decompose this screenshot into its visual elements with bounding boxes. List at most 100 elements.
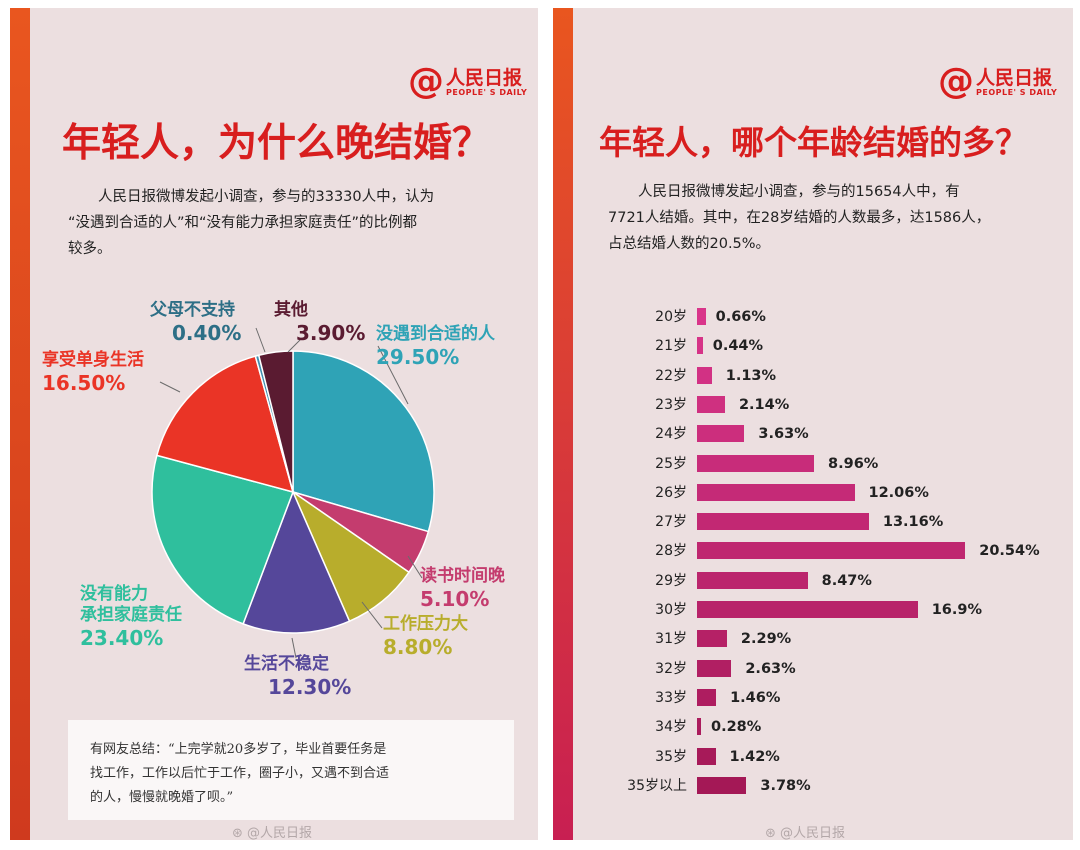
bar-value-label: 3.78% (760, 777, 811, 794)
left-intro-line-1: 人民日报微博发起小调查，参与的33330人中，认为 (98, 189, 435, 205)
logo-name: 人民日报 (976, 66, 1053, 89)
bar-9 (697, 542, 966, 560)
pie-label-value: 23.40% (80, 626, 164, 650)
bar-age-label: 35岁 (655, 748, 687, 765)
pie-label-name: 其他 (274, 300, 308, 320)
pie-label-name: 父母不支持 (150, 300, 235, 320)
bar-value-label: 0.28% (711, 719, 762, 736)
bar-value-label: 8.47% (821, 572, 872, 589)
peoples-daily-logo-right: @ 人民日报 PEOPLE' S DAILY (938, 64, 1057, 100)
bar-value-label: 3.63% (758, 426, 809, 443)
netizen-quote-box: 有网友总结：“上完学就20多岁了，毕业首要任务是 找工作，工作以后忙于工作，圈子… (68, 720, 514, 820)
pie-label-5: 没有能力 承担家庭责任 23.40% (80, 584, 182, 650)
pie-leader-line-8 (287, 339, 301, 353)
logo-name: 人民日报 (446, 66, 523, 89)
pie-label-1: 没遇到合适的人 29.50% (376, 324, 495, 369)
pie-label-name: 工作压力大 (383, 614, 468, 634)
bar-15 (697, 718, 701, 736)
bar-age-label: 24岁 (655, 426, 687, 443)
peoples-daily-logo: @ 人民日报 PEOPLE' S DAILY (408, 64, 527, 100)
left-watermark: ⊛ @人民日报 (232, 826, 313, 840)
bar-age-label: 26岁 (655, 484, 687, 501)
bar-value-label: 20.54% (979, 543, 1040, 560)
logo-english: PEOPLE' S DAILY (976, 87, 1058, 97)
pie-label-8: 其他 3.90% (274, 300, 365, 345)
bar-value-label: 2.29% (740, 631, 792, 648)
pie-label-value: 12.30% (268, 675, 352, 699)
pie-leader-line-1 (377, 345, 409, 405)
right-accent-stripe (553, 8, 573, 840)
bar-value-label: 8.96% (828, 455, 879, 472)
bar-14 (697, 688, 717, 706)
bar-value-label: 12.06% (868, 484, 929, 501)
pie-label-name: 读书时间晚 (420, 566, 505, 586)
bar-17 (697, 776, 747, 794)
left-intro-line-3: 较多。 (68, 241, 112, 257)
bar-age-label: 22岁 (655, 367, 687, 384)
pie-label-value: 5.10% (420, 587, 490, 611)
bar-4 (697, 395, 725, 413)
bar-age-label: 29岁 (655, 572, 687, 589)
pie-label-value: 16.50% (42, 371, 126, 395)
bar-value-label: 1.42% (729, 748, 780, 765)
bar-age-label: 33岁 (655, 689, 687, 706)
pie-label-name: 生活不稳定 (244, 654, 329, 674)
pie-label-value: 3.90% (296, 321, 366, 345)
pie-slice-4 (242, 490, 351, 634)
bar-age-label: 32岁 (655, 660, 687, 677)
left-title: 年轻人，为什么晚结婚？ (62, 121, 492, 166)
pie-label-value: 8.80% (383, 635, 453, 659)
bar-13 (697, 659, 732, 677)
bar-value-label: 2.63% (745, 660, 796, 677)
right-intro-line-2: 7721人结婚。其中，在28岁结婚的人数最多，达1586人， (608, 210, 991, 226)
bar-age-label: 23岁 (655, 396, 687, 413)
bar-age-label: 21岁 (655, 338, 687, 355)
pie-slice-8 (257, 350, 294, 493)
bar-8 (697, 513, 869, 531)
right-intro-line-1: 人民日报微博发起小调查，参与的15654人中，有 (638, 184, 960, 200)
bar-value-label: 13.16% (882, 514, 944, 531)
logo-at-icon: @ (408, 61, 444, 102)
bar-age-label: 28岁 (655, 543, 687, 560)
pie-leader-line-2 (407, 555, 423, 579)
logo-at-icon: @ (938, 61, 974, 102)
right-watermark: ⊛ @人民日报 (765, 826, 846, 840)
quote-line-1: 有网友总结：“上完学就20多岁了，毕业首要任务是 (90, 742, 387, 757)
bar-age-label: 35岁以上 (627, 777, 687, 794)
right-title: 年轻人，哪个年龄结婚的多？ (599, 123, 1028, 162)
bar-16 (697, 747, 716, 765)
right-intro-line-3: 占总结婚人数的20.5%。 (608, 236, 771, 252)
pie-label-4: 生活不稳定 12.30% (244, 654, 351, 699)
bar-value-label: 0.44% (712, 338, 764, 355)
bar-age-label: 31岁 (655, 631, 687, 648)
quote-line-3: 的人，慢慢就晚婚了呗。” (90, 790, 234, 805)
bar-age-label: 27岁 (655, 514, 687, 531)
pie-label-2: 读书时间晚 5.10% (420, 566, 505, 611)
pie-slice-1 (292, 350, 435, 533)
logo-english: PEOPLE' S DAILY (446, 87, 528, 97)
bar-5 (697, 425, 745, 443)
pie-label-3: 工作压力大 8.80% (383, 614, 468, 659)
left-intro: 人民日报微博发起小调查，参与的33330人中，认为 “没遇到合适的人”和“没有能… (68, 184, 528, 262)
right-intro: 人民日报微博发起小调查，参与的15654人中，有 7721人结婚。其中，在28岁… (608, 179, 1058, 257)
pie-leader-line-7 (255, 327, 266, 353)
pie-label-name: 没有能力 (80, 584, 148, 604)
pie-label-6: 享受单身生活 16.50% (42, 350, 144, 395)
bar-7 (697, 483, 855, 501)
pie-slice-6 (155, 355, 295, 494)
left-accent-stripe (10, 8, 30, 840)
bar-value-label: 0.66% (715, 309, 766, 325)
bar-12 (697, 630, 727, 648)
left-intro-line-2: “没遇到合适的人”和“没有能力承担家庭责任”的比例都 (68, 215, 418, 231)
pie-leader-line-3 (361, 601, 383, 629)
pie-chart (151, 327, 435, 659)
bar-value-label: 16.9% (931, 602, 983, 618)
bar-2 (697, 337, 703, 355)
bar-value-label: 2.14% (738, 396, 790, 413)
pie-leader-line-6 (159, 381, 181, 393)
pie-label-value: 29.50% (376, 345, 460, 369)
bar-age-label: 30岁 (655, 602, 687, 618)
bar-1 (697, 308, 706, 325)
right-infographic-panel: @ 人民日报 PEOPLE' S DAILY 年轻人，哪个年龄结婚的多？ 人民日… (553, 8, 1073, 840)
pie-label-name: 承担家庭责任 (80, 605, 182, 625)
